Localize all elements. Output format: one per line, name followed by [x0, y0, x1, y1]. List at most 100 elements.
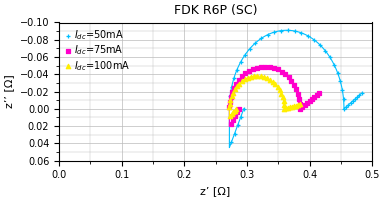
- $I_{dc}$=75mA: [250, 67, 256, 70]
- $I_{dc}$=50mA: [278, 29, 284, 32]
- $I_{dc}$=50mA: [305, 34, 311, 37]
- $I_{dc}$=50mA: [226, 104, 232, 107]
- $I_{dc}$=100mA: [239, 80, 245, 83]
- $I_{dc}$=100mA: [285, 106, 291, 109]
- $I_{dc}$=100mA: [230, 91, 236, 94]
- Y-axis label: z’’ [Ω]: z’’ [Ω]: [4, 75, 14, 108]
- $I_{dc}$=75mA: [239, 75, 245, 78]
- $I_{dc}$=75mA: [316, 92, 322, 95]
- $I_{dc}$=75mA: [233, 82, 239, 85]
- $I_{dc}$=100mA: [232, 88, 238, 91]
- $I_{dc}$=75mA: [229, 91, 235, 94]
- $I_{dc}$=100mA: [229, 113, 235, 116]
- $I_{dc}$=100mA: [280, 96, 286, 99]
- $I_{dc}$=100mA: [227, 102, 233, 105]
- $I_{dc}$=75mA: [266, 65, 273, 69]
- $I_{dc}$=50mA: [238, 61, 244, 64]
- $I_{dc}$=100mA: [236, 82, 242, 85]
- $I_{dc}$=100mA: [276, 89, 283, 92]
- $I_{dc}$=75mA: [291, 83, 297, 87]
- $I_{dc}$=50mA: [247, 47, 253, 50]
- $I_{dc}$=100mA: [248, 75, 254, 78]
- $I_{dc}$=50mA: [227, 95, 233, 98]
- $I_{dc}$=50mA: [341, 107, 347, 110]
- $I_{dc}$=75mA: [311, 96, 317, 99]
- $I_{dc}$=50mA: [317, 43, 323, 46]
- $I_{dc}$=75mA: [300, 105, 306, 108]
- $I_{dc}$=50mA: [331, 63, 337, 66]
- $I_{dc}$=75mA: [295, 92, 301, 96]
- $I_{dc}$=75mA: [236, 107, 242, 110]
- $I_{dc}$=50mA: [228, 86, 235, 89]
- $I_{dc}$=50mA: [348, 101, 354, 105]
- $I_{dc}$=50mA: [358, 92, 364, 95]
- $I_{dc}$=100mA: [272, 83, 278, 86]
- $I_{dc}$=100mA: [281, 103, 287, 106]
- $I_{dc}$=100mA: [270, 80, 276, 84]
- $I_{dc}$=75mA: [278, 70, 285, 73]
- $I_{dc}$=100mA: [232, 109, 238, 112]
- $I_{dc}$=100mA: [289, 105, 295, 108]
- $I_{dc}$=50mA: [232, 132, 238, 135]
- $I_{dc}$=100mA: [283, 107, 290, 110]
- $I_{dc}$=75mA: [242, 72, 248, 75]
- $I_{dc}$=50mA: [337, 80, 343, 83]
- $I_{dc}$=100mA: [227, 115, 233, 118]
- $I_{dc}$=75mA: [226, 106, 232, 109]
- $I_{dc}$=100mA: [226, 106, 232, 109]
- $I_{dc}$=75mA: [297, 102, 303, 105]
- $I_{dc}$=100mA: [245, 76, 251, 79]
- $I_{dc}$=75mA: [246, 69, 252, 72]
- $I_{dc}$=75mA: [262, 65, 268, 68]
- $I_{dc}$=75mA: [230, 118, 236, 121]
- $I_{dc}$=75mA: [288, 79, 295, 83]
- $I_{dc}$=100mA: [264, 77, 270, 80]
- $I_{dc}$=50mA: [252, 41, 258, 45]
- $I_{dc}$=50mA: [242, 53, 248, 57]
- $I_{dc}$=100mA: [242, 78, 248, 81]
- $I_{dc}$=100mA: [255, 74, 261, 78]
- $I_{dc}$=100mA: [287, 106, 293, 109]
- $I_{dc}$=75mA: [232, 115, 238, 118]
- $I_{dc}$=50mA: [238, 116, 244, 119]
- $I_{dc}$=50mA: [291, 29, 298, 33]
- $I_{dc}$=100mA: [281, 99, 287, 103]
- $I_{dc}$=50mA: [298, 31, 305, 34]
- $I_{dc}$=100mA: [258, 75, 264, 78]
- $I_{dc}$=75mA: [293, 88, 299, 91]
- $I_{dc}$=100mA: [281, 107, 288, 110]
- $I_{dc}$=75mA: [297, 107, 303, 110]
- $I_{dc}$=75mA: [231, 86, 237, 89]
- $I_{dc}$=100mA: [234, 85, 240, 88]
- $I_{dc}$=75mA: [258, 65, 264, 68]
- $I_{dc}$=75mA: [228, 96, 234, 99]
- $I_{dc}$=50mA: [258, 37, 265, 40]
- $I_{dc}$=75mA: [228, 122, 234, 125]
- $I_{dc}$=50mA: [354, 96, 360, 99]
- $I_{dc}$=75mA: [309, 97, 315, 101]
- $I_{dc}$=100mA: [291, 104, 297, 108]
- $I_{dc}$=75mA: [282, 73, 288, 76]
- $I_{dc}$=50mA: [241, 107, 247, 110]
- X-axis label: z’ [Ω]: z’ [Ω]: [200, 186, 231, 196]
- $I_{dc}$=100mA: [233, 107, 239, 110]
- $I_{dc}$=75mA: [304, 101, 310, 105]
- $I_{dc}$=75mA: [234, 111, 240, 114]
- $I_{dc}$=50mA: [228, 140, 235, 144]
- $I_{dc}$=75mA: [285, 76, 291, 79]
- $I_{dc}$=75mA: [227, 100, 233, 104]
- $I_{dc}$=100mA: [230, 111, 237, 114]
- $I_{dc}$=100mA: [261, 75, 267, 79]
- Legend: $I_{dc}$=50mA, $I_{dc}$=75mA, $I_{dc}$=100mA: $I_{dc}$=50mA, $I_{dc}$=75mA, $I_{dc}$=1…: [64, 27, 131, 74]
- $I_{dc}$=50mA: [352, 97, 358, 101]
- $I_{dc}$=50mA: [322, 49, 328, 52]
- Title: FDK R6P (SC): FDK R6P (SC): [174, 4, 257, 17]
- $I_{dc}$=100mA: [278, 92, 285, 95]
- $I_{dc}$=75mA: [254, 66, 260, 69]
- $I_{dc}$=50mA: [265, 33, 271, 36]
- $I_{dc}$=50mA: [334, 71, 341, 74]
- $I_{dc}$=50mA: [341, 98, 347, 101]
- $I_{dc}$=75mA: [236, 78, 242, 81]
- $I_{dc}$=75mA: [275, 68, 281, 71]
- $I_{dc}$=50mA: [327, 56, 333, 59]
